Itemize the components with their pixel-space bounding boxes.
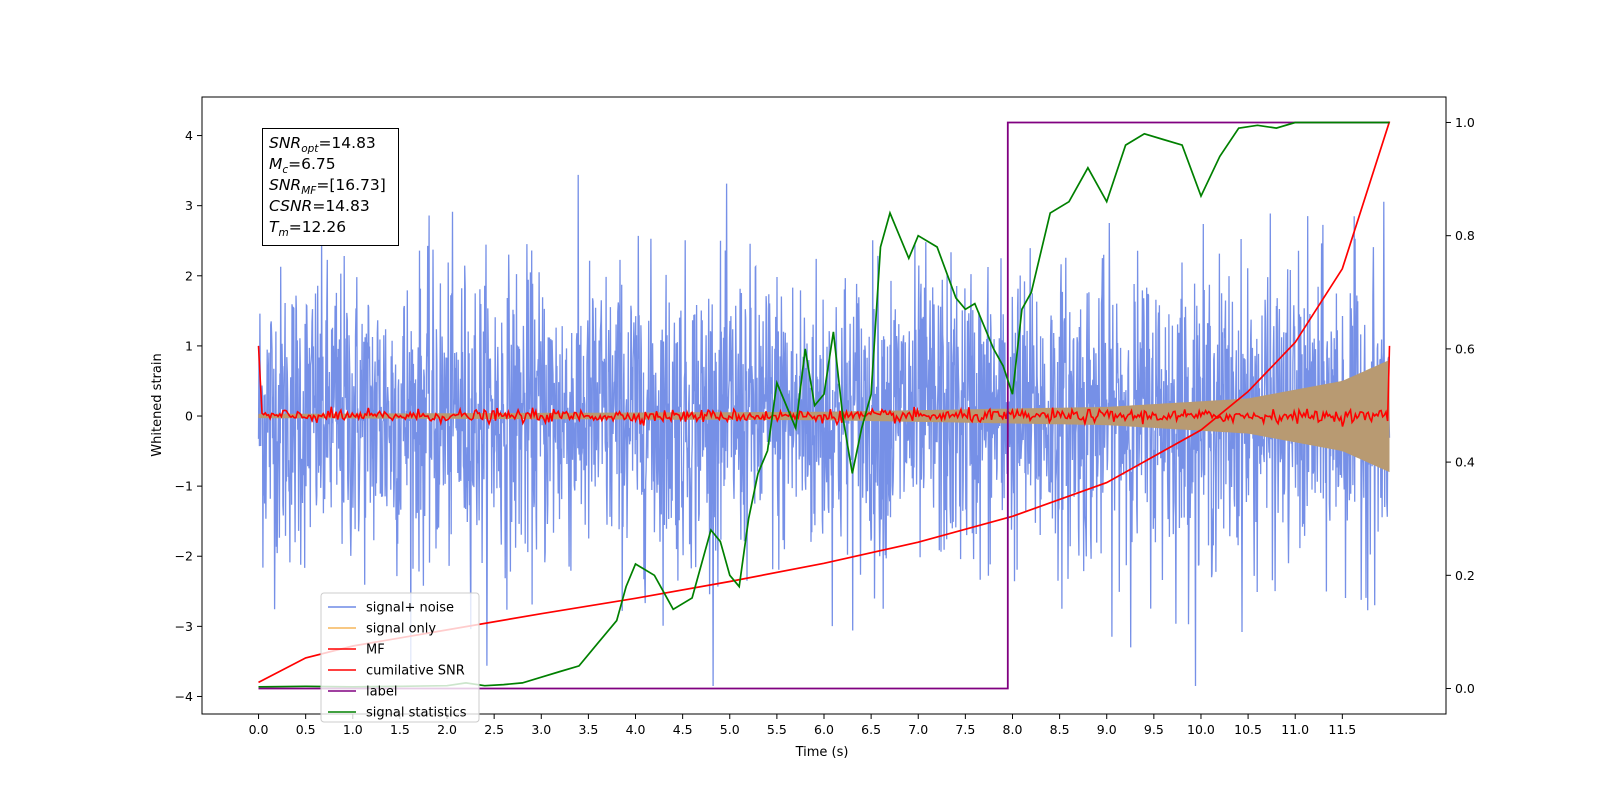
- y-tick-label: −3: [175, 619, 193, 634]
- legend: signal+ noise signal only MF cumilative SNR…: [320, 592, 480, 723]
- x-tick-label: 7.5: [955, 722, 975, 737]
- y-tick-label: 4: [185, 128, 193, 143]
- x-tick-label: 2.5: [484, 722, 504, 737]
- stat-snr-opt-value: =14.83: [318, 134, 376, 152]
- stat-tm-value: =12.26: [288, 218, 347, 236]
- y2-tick-label: 0.8: [1455, 228, 1475, 243]
- x-tick-label: 6.5: [861, 722, 881, 737]
- series-signal-noise: [257, 174, 1391, 687]
- stat-tm: Tm=12.26: [269, 218, 347, 239]
- x-tick-label: 1.0: [343, 722, 363, 737]
- x-tick-label: 9.5: [1144, 722, 1164, 737]
- legend-frame: [320, 592, 480, 723]
- y-tick-label: 0: [185, 409, 193, 424]
- stat-csnr-value: =14.83: [312, 197, 370, 215]
- x-tick-label: 4.5: [673, 722, 693, 737]
- y-tick-label: −2: [175, 549, 193, 564]
- stat-snr-mf-value: =[16.73]: [316, 176, 386, 194]
- stats-annotation-box: SNRopt=14.83 Mc=6.75 SNRMF=[16.73] CSNR=…: [262, 128, 399, 246]
- x-tick-label: 4.0: [626, 722, 646, 737]
- x-tick-label: 1.5: [390, 722, 410, 737]
- y-tick-label: 2: [185, 268, 193, 283]
- y-tick-label: 3: [185, 198, 193, 213]
- legend-entry-label: MF: [366, 643, 385, 658]
- stat-snr-opt: SNRopt=14.83: [269, 134, 376, 155]
- y2-tick-label: 0.6: [1455, 341, 1475, 356]
- legend-entry-label: signal only: [366, 622, 436, 637]
- y2-tick-label: 0.2: [1455, 568, 1475, 583]
- x-tick-label: 0.5: [296, 722, 316, 737]
- y-tick-label: −4: [175, 689, 193, 704]
- stat-mc: Mc=6.75: [269, 155, 336, 176]
- y2-tick-label: 0.4: [1455, 455, 1475, 470]
- x-tick-label: 10.0: [1187, 722, 1215, 737]
- y2-tick-label: 0.0: [1455, 681, 1475, 696]
- y-tick-label: −1: [175, 479, 193, 494]
- x-tick-label: 10.5: [1234, 722, 1262, 737]
- x-tick-label: 5.5: [767, 722, 787, 737]
- stat-snr-mf: SNRMF=[16.73]: [269, 176, 386, 197]
- x-tick-label: 8.0: [1003, 722, 1023, 737]
- x-tick-label: 3.5: [578, 722, 598, 737]
- x-axis-label: Time (s): [795, 745, 849, 760]
- x-tick-label: 11.0: [1281, 722, 1309, 737]
- x-tick-label: 8.5: [1050, 722, 1070, 737]
- y2-tick-label: 1.0: [1455, 115, 1475, 130]
- x-tick-label: 7.0: [908, 722, 928, 737]
- series-signal-statistics: [258, 121, 1390, 688]
- legend-entry-label: label: [366, 685, 397, 700]
- x-tick-label: 11.5: [1328, 722, 1356, 737]
- legend-entry-label: cumilative SNR: [366, 664, 465, 679]
- ticks-layer: 0.0 0.5 1.0 1.5 2.0 2.5 3.0 3.5 4.0 4.5 5.0 5.5 6.0 6…: [175, 115, 1475, 737]
- x-tick-label: 5.0: [720, 722, 740, 737]
- x-tick-label: 2.0: [437, 722, 457, 737]
- y-tick-label: 1: [185, 338, 193, 353]
- x-tick-label: 0.0: [249, 722, 269, 737]
- x-tick-label: 6.0: [814, 722, 834, 737]
- legend-entry-label: signal statistics: [366, 706, 467, 721]
- x-tick-label: 9.0: [1097, 722, 1117, 737]
- series-mf: [257, 345, 1391, 427]
- legend-entry-label: signal+ noise: [366, 601, 454, 616]
- stat-mc-value: =6.75: [288, 155, 336, 173]
- x-tick-label: 3.0: [531, 722, 551, 737]
- series-label: [258, 121, 1390, 690]
- stat-csnr: CSNR=14.83: [269, 197, 370, 215]
- y-axis-label: Whitened strain: [150, 353, 165, 456]
